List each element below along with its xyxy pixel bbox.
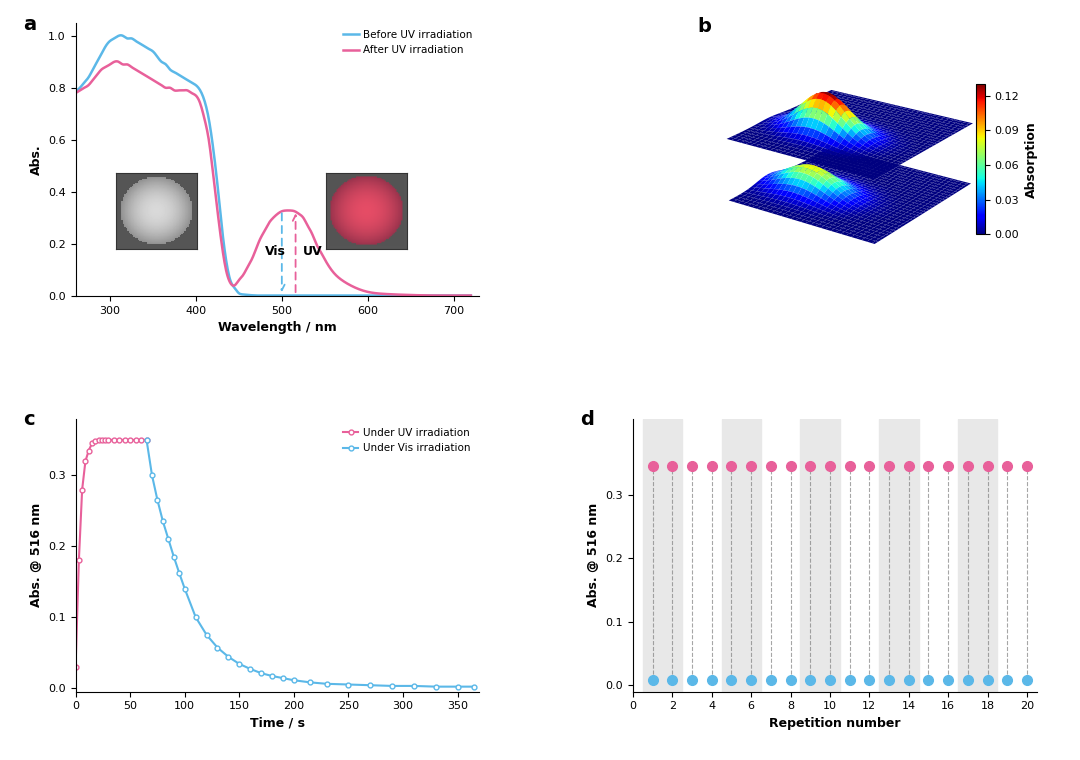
Under UV irradiation [79,457,92,466]
Before UV irradiation [306,291,319,300]
Before UV irradiation [258,291,271,300]
Text: b: b [698,17,712,36]
Under Vis irradiation [233,660,246,669]
Under Vis irradiation [451,682,464,691]
After UV irradiation [457,291,470,300]
Under Vis irradiation [287,676,300,685]
Under Vis irradiation [173,568,186,578]
Under Vis irradiation [167,553,180,562]
Under UV irradiation [124,435,137,445]
Y-axis label: Abs. @ 516 nm: Abs. @ 516 nm [29,503,42,607]
Under UV irradiation [135,435,148,445]
Under Vis irradiation [255,669,268,678]
Under Vis irradiation [178,584,191,594]
Text: a: a [23,14,37,33]
Under Vis irradiation [189,613,202,622]
Under Vis irradiation [276,673,289,682]
After UV irradiation [306,228,319,237]
Legend: Before UV irradiation, After UV irradiation: Before UV irradiation, After UV irradiat… [341,28,474,58]
Before UV irradiation [394,291,407,300]
After UV irradiation [260,223,273,232]
After UV irradiation [284,206,297,215]
Under UV irradiation [69,662,82,671]
After UV irradiation [258,227,271,236]
Line: Before UV irradiation: Before UV irradiation [76,35,471,296]
Under Vis irradiation [386,682,399,691]
Text: UV: UV [302,245,322,258]
Under UV irradiation [118,435,131,445]
After UV irradiation [464,291,477,300]
Under Vis irradiation [200,630,213,639]
After UV irradiation [394,290,407,299]
Y-axis label: Abs.: Abs. [29,144,42,175]
Under UV irradiation [107,435,120,445]
Under UV irradiation [130,435,143,445]
Legend: Under UV irradiation, Under Vis irradiation: Under UV irradiation, Under Vis irradiat… [339,424,474,458]
Text: c: c [23,410,35,429]
Text: Vis: Vis [265,245,285,258]
Before UV irradiation [114,30,127,40]
After UV irradiation [110,57,123,66]
Under UV irradiation [112,435,125,445]
Under Vis irradiation [364,681,377,690]
Under Vis irradiation [266,671,279,680]
Under Vis irradiation [151,496,164,505]
Under UV irradiation [102,435,114,445]
Under UV irradiation [76,485,89,494]
Under Vis irradiation [146,470,159,480]
Under UV irradiation [98,435,111,445]
Before UV irradiation [284,291,297,300]
Under Vis irradiation [162,534,175,543]
Bar [879,419,919,692]
Under Vis irradiation [221,652,234,661]
Before UV irradiation [464,291,477,300]
Under Vis irradiation [303,678,316,687]
Under Vis irradiation [430,682,443,691]
Under Vis irradiation [140,435,153,445]
Under UV irradiation [89,437,102,446]
Under Vis irradiation [407,682,420,691]
Before UV irradiation [457,291,470,300]
Under Vis irradiation [157,517,170,526]
Under UV irradiation [72,556,85,565]
Bar [721,419,761,692]
Y-axis label: Absorption: Absorption [1025,121,1038,198]
Line: Under UV irradiation: Under UV irradiation [73,438,149,670]
X-axis label: Time / s: Time / s [251,717,305,730]
Text: d: d [580,410,594,429]
Under Vis irradiation [342,680,355,689]
Line: Under Vis irradiation: Under Vis irradiation [144,438,476,689]
Under UV irradiation [92,435,105,445]
After UV irradiation [69,88,82,97]
Before UV irradiation [252,291,265,300]
After UV irradiation [437,291,450,300]
Under UV irradiation [82,446,95,455]
Bar [958,419,998,692]
Bar [800,419,840,692]
Line: After UV irradiation: After UV irradiation [76,62,471,296]
X-axis label: Repetition number: Repetition number [769,717,901,730]
Before UV irradiation [260,291,273,300]
Under Vis irradiation [468,682,481,691]
Under Vis irradiation [244,664,257,673]
Y-axis label: Abs. @ 516 nm: Abs. @ 516 nm [586,503,599,607]
Under Vis irradiation [211,643,224,652]
Bar [643,419,683,692]
Under Vis irradiation [320,679,333,689]
Under UV irradiation [140,435,153,445]
Before UV irradiation [69,86,82,95]
Under UV irradiation [95,435,108,445]
X-axis label: Wavelength / nm: Wavelength / nm [218,321,337,334]
Under UV irradiation [85,439,98,448]
